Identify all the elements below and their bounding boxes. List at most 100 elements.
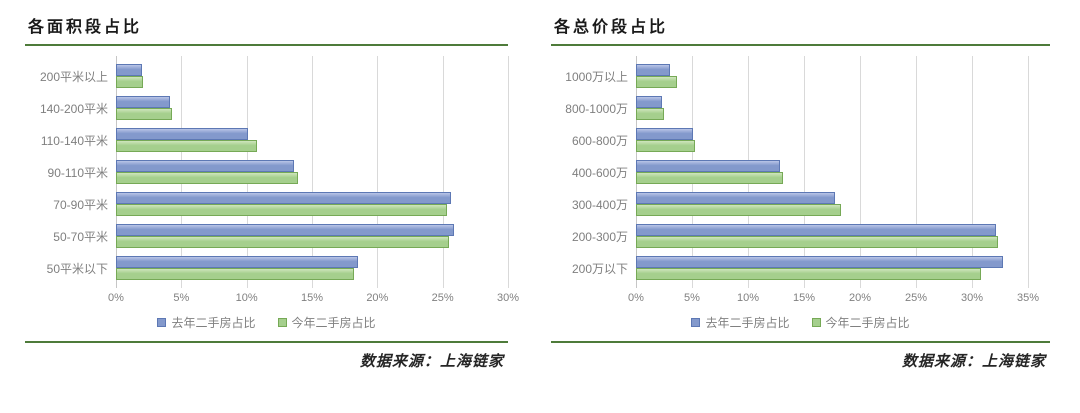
legend-label: 去年二手房占比 [705, 315, 790, 330]
bar-去年二手房占比 [116, 128, 248, 140]
x-axis-tick-labels: 0% 5% 10% 15% 20% 25% 30% 35% [628, 290, 1039, 308]
area-share-chart-panel: 各面积段占比 200平米以上 140-200平米 110-140平米 90-110平米… [25, 0, 519, 413]
x-tick-label: 0% [628, 292, 644, 304]
footer-divider [25, 341, 508, 343]
bar-今年二手房占比 [116, 76, 144, 88]
category-row: 600-800万 [551, 128, 1050, 152]
data-source-note: 数据来源：上海链家 [901, 352, 1046, 370]
plot-area: 1000万以上 800-1000万 600-800万 400-600万 300-400万… [551, 56, 1050, 288]
category-row: 50-70平米 [25, 224, 508, 248]
x-tick-label: 5% [173, 292, 190, 304]
x-axis: 0% 5% 10% 15% 20% 25% 30% 35% [551, 290, 1050, 308]
bar-去年二手房占比 [116, 64, 143, 76]
legend-label: 去年二手房占比 [171, 315, 256, 330]
category-row: 90-110平米 [25, 160, 508, 184]
bar-去年二手房占比 [636, 224, 996, 236]
category-label: 600-800万 [571, 133, 628, 148]
bar-去年二手房占比 [636, 160, 781, 172]
category-row: 200-300万 [551, 224, 1050, 248]
category-label: 110-140平米 [40, 133, 108, 148]
bar-group [116, 64, 508, 88]
gridline [916, 56, 917, 288]
category-row: 110-140平米 [25, 128, 508, 152]
category-label: 200万以下 [571, 261, 628, 276]
category-label: 200-300万 [571, 229, 628, 244]
legend: 去年二手房占比 今年二手房占比 [25, 312, 508, 332]
x-tick-label: 35% [1016, 292, 1040, 304]
legend-swatch-icon [157, 317, 167, 327]
legend-item: 去年二手房占比 [691, 314, 790, 331]
title-underline [551, 44, 1050, 46]
bar-去年二手房占比 [116, 192, 451, 204]
bar-group [636, 64, 1050, 88]
bar-group [116, 256, 508, 280]
legend-swatch-icon [811, 317, 821, 327]
bar-group [636, 96, 1050, 120]
x-tick-label: 20% [848, 292, 872, 304]
bar-去年二手房占比 [636, 256, 1003, 268]
bar-group [116, 96, 508, 120]
category-row: 400-600万 [551, 160, 1050, 184]
category-label: 1000万以上 [565, 69, 628, 84]
chart-title: 各面积段占比 [28, 17, 143, 36]
bar-去年二手房占比 [116, 256, 358, 268]
bar-去年二手房占比 [636, 128, 693, 140]
bar-今年二手房占比 [116, 172, 298, 184]
legend-label: 今年二手房占比 [825, 315, 910, 330]
bar-group [116, 128, 508, 152]
chart-title: 各总价段占比 [554, 17, 669, 36]
bar-今年二手房占比 [116, 140, 258, 152]
bar-group [636, 256, 1050, 280]
gridline [1028, 56, 1029, 288]
x-tick-label: 25% [904, 292, 928, 304]
bar-今年二手房占比 [116, 268, 354, 280]
footer-divider [551, 341, 1050, 343]
legend-swatch-icon [277, 317, 287, 327]
x-tick-label: 10% [235, 292, 258, 304]
category-label: 140-200平米 [39, 101, 108, 116]
category-label: 300-400万 [571, 197, 628, 212]
title-underline [25, 44, 508, 46]
category-label: 400-600万 [571, 165, 628, 180]
bar-去年二手房占比 [116, 224, 455, 236]
category-label: 800-1000万 [565, 101, 628, 116]
category-row: 140-200平米 [25, 96, 508, 120]
bar-今年二手房占比 [636, 236, 998, 248]
category-row: 800-1000万 [551, 96, 1050, 120]
x-tick-label: 20% [366, 292, 389, 304]
legend-item: 去年二手房占比 [157, 314, 256, 331]
bar-去年二手房占比 [636, 96, 663, 108]
category-row: 200平米以上 [25, 64, 508, 88]
gridline [312, 56, 313, 288]
category-label: 70-90平米 [53, 197, 108, 212]
category-row: 70-90平米 [25, 192, 508, 216]
bar-今年二手房占比 [636, 268, 982, 280]
category-row: 300-400万 [551, 192, 1050, 216]
plot-area: 200平米以上 140-200平米 110-140平米 90-110平米 70-90平米… [25, 56, 509, 288]
legend: 去年二手房占比 今年二手房占比 [551, 312, 1050, 332]
x-tick-label: 30% [960, 292, 984, 304]
category-label: 90-110平米 [47, 165, 108, 180]
bar-rows: 1000万以上 800-1000万 600-800万 400-600万 300-400万… [551, 56, 1050, 288]
bar-group [636, 128, 1050, 152]
bar-group [636, 160, 1050, 184]
x-axis: 0% 5% 10% 15% 20% 25% 30% [25, 290, 519, 308]
category-label: 200平米以上 [39, 69, 108, 84]
price-share-chart-panel: 各总价段占比 1000万以上 800-1000万 600-800万 400-600万 3… [551, 0, 1050, 413]
x-axis-tick-labels: 0% 5% 10% 15% 20% 25% 30% [108, 290, 519, 308]
gridline [804, 56, 805, 288]
bar-今年二手房占比 [116, 108, 173, 120]
bar-去年二手房占比 [636, 192, 835, 204]
category-row: 50平米以下 [25, 256, 508, 280]
legend-swatch-icon [691, 317, 701, 327]
bar-group [636, 192, 1050, 216]
bar-今年二手房占比 [636, 76, 678, 88]
gridline [860, 56, 861, 288]
category-label: 50平米以下 [46, 261, 108, 276]
bar-今年二手房占比 [636, 140, 696, 152]
bar-group [116, 224, 508, 248]
legend-item: 今年二手房占比 [811, 314, 910, 331]
gridline [508, 56, 509, 288]
bar-今年二手房占比 [116, 204, 447, 216]
